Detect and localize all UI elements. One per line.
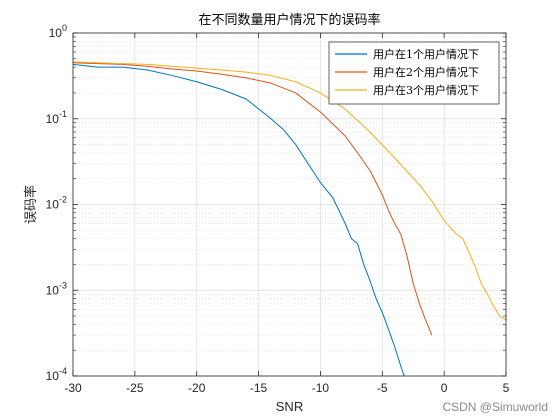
- series-group: [73, 61, 506, 376]
- x-tick-label: -5: [377, 381, 388, 395]
- legend-entry-1: 用户在1个用户情况下: [373, 47, 479, 61]
- legend-entry-3: 用户在3个用户情况下: [373, 83, 479, 97]
- ticks: -30 -25 -20 -15 -10 -5 0 5 100 10-1 10-2 10-3 10-4: [46, 23, 510, 395]
- y-tick-label: 100: [49, 23, 67, 40]
- x-tick-label: -20: [188, 381, 206, 395]
- series-line-1: [73, 63, 405, 376]
- y-tick-label: 10-4: [46, 366, 67, 383]
- x-tick-label: -25: [126, 381, 144, 395]
- x-axis-label: SNR: [276, 399, 303, 414]
- y-tick-label: 10-2: [46, 195, 67, 212]
- x-tick-label: -10: [312, 381, 330, 395]
- y-tick-label: 10-3: [46, 280, 67, 297]
- x-tick-label: -15: [250, 381, 268, 395]
- legend-entry-2: 用户在2个用户情况下: [373, 65, 479, 79]
- series-line-2: [73, 62, 433, 336]
- y-tick-label: 10-1: [46, 109, 67, 126]
- x-tick-label: -30: [64, 381, 82, 395]
- chart-title: 在不同数量用户情况下的误码率: [198, 12, 380, 28]
- x-tick-label: 0: [441, 381, 448, 395]
- series-line-3: [73, 61, 506, 321]
- legend-box: [328, 41, 500, 105]
- x-tick-label: 5: [503, 381, 510, 395]
- watermark: CSDN @Simuworld: [442, 400, 548, 414]
- y-axis-label: 误码率: [23, 185, 39, 224]
